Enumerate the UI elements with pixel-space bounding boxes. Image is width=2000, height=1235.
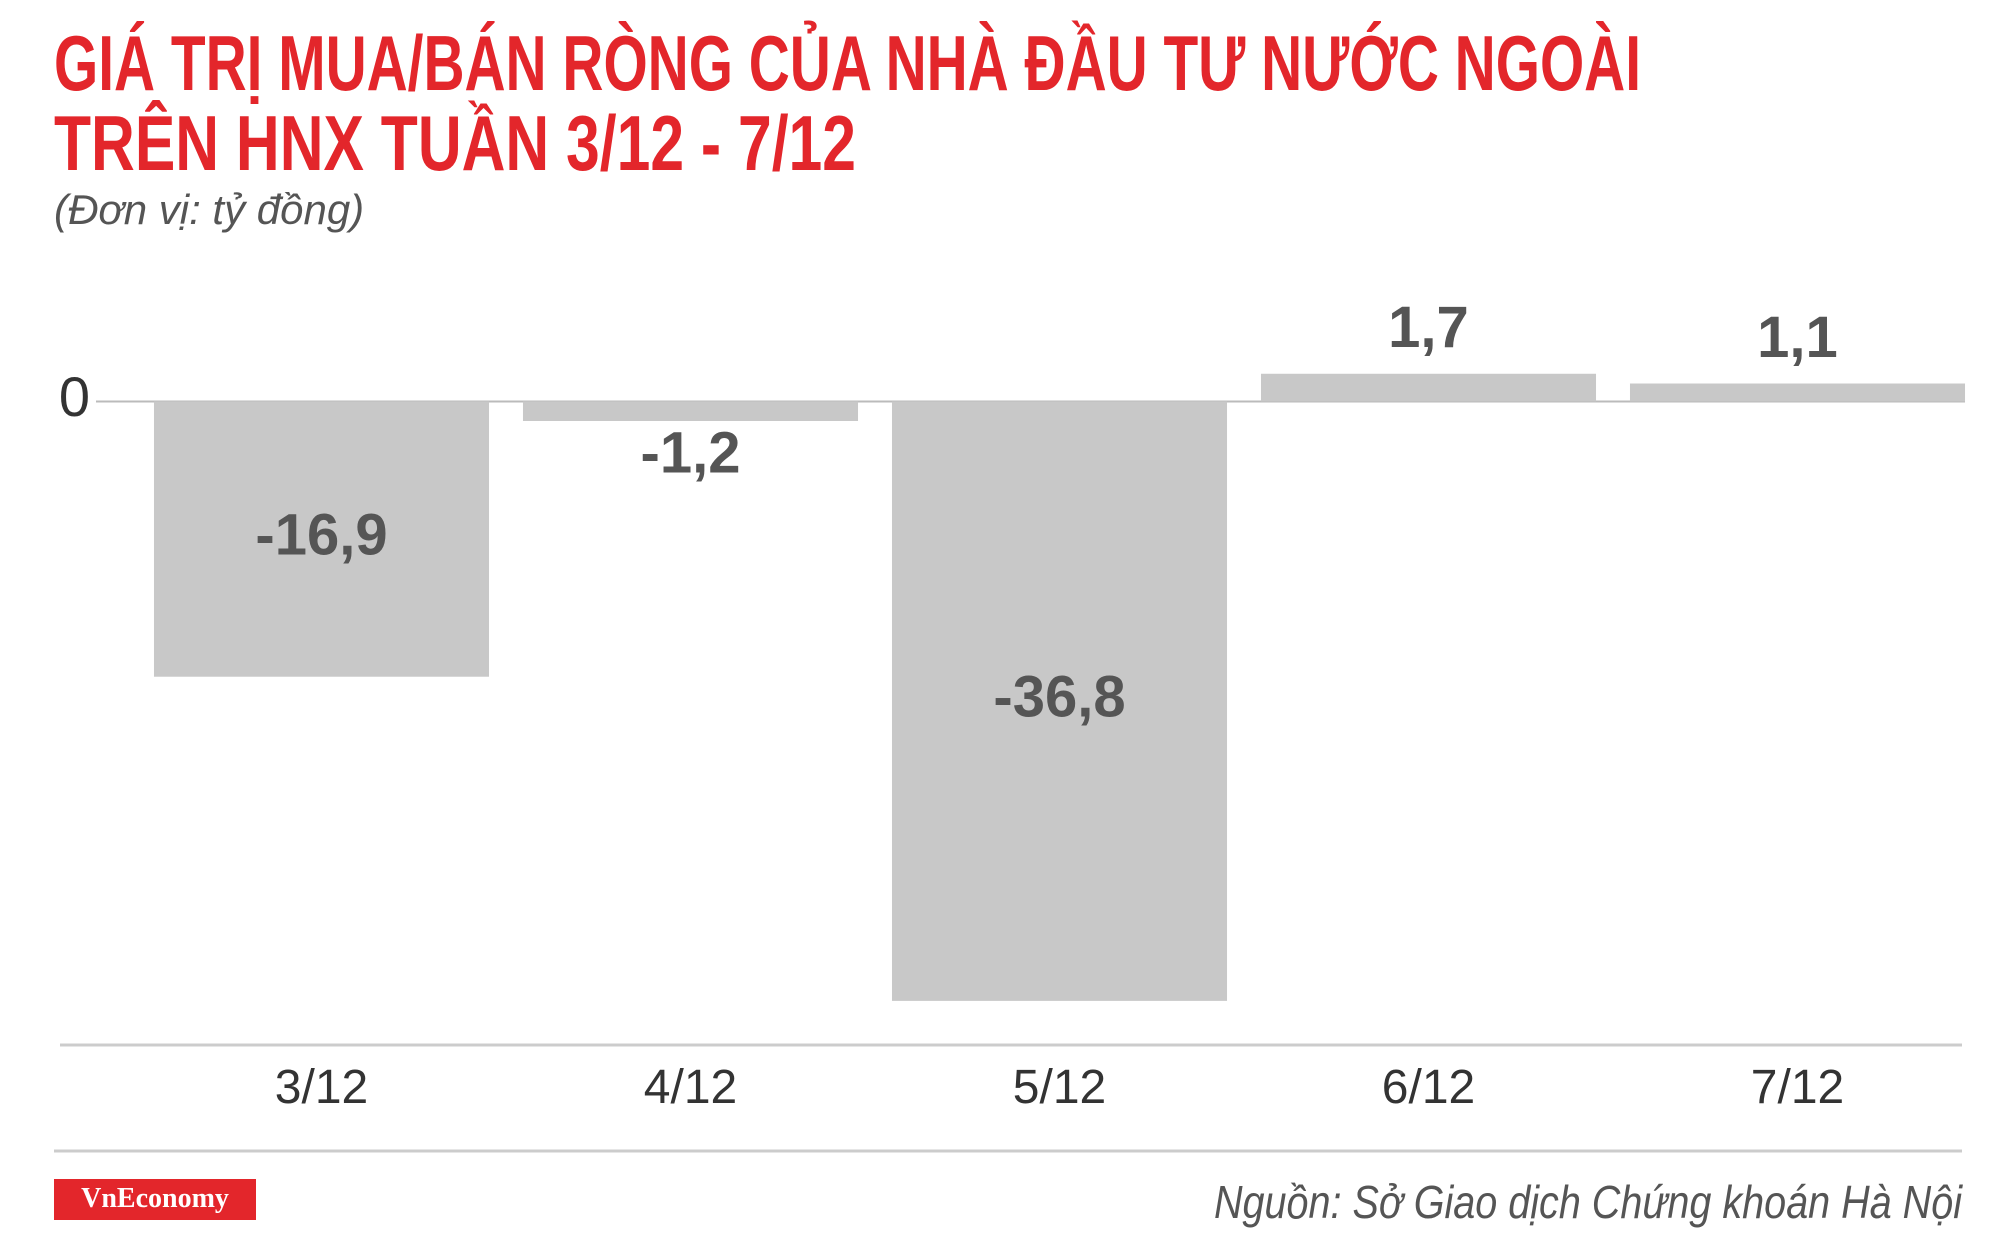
chart-title: TRÊN HNX TUẦN 3/12 - 7/12 xyxy=(54,99,856,187)
bar xyxy=(891,401,1228,1001)
x-tick-label: 7/12 xyxy=(1751,1061,1844,1114)
source: Nguồn: Sở Giao dịch Chứng khoán Hà Nội xyxy=(1214,1176,1964,1228)
value-label: 1,1 xyxy=(1757,305,1838,370)
value-label: -36,8 xyxy=(993,664,1125,729)
value-label: 1,7 xyxy=(1388,295,1469,360)
chart-subtitle: (Đơn vị: tỷ đồng) xyxy=(54,186,364,233)
chart-title: GIÁ TRỊ MUA/BÁN RÒNG CỦA NHÀ ĐẦU TƯ NƯỚC… xyxy=(54,19,1641,107)
bar xyxy=(153,401,490,677)
value-label: -1,2 xyxy=(641,420,741,485)
bar xyxy=(1629,383,1966,402)
x-tick-label: 6/12 xyxy=(1382,1061,1475,1114)
x-tick-label: 5/12 xyxy=(1013,1061,1106,1114)
y-tick-label: 0 xyxy=(59,365,90,428)
x-tick-label: 3/12 xyxy=(275,1061,368,1114)
value-label: -16,9 xyxy=(255,502,387,567)
bar xyxy=(1260,373,1597,402)
logo-box xyxy=(54,1179,256,1220)
bar xyxy=(522,401,859,421)
logo: VnEconomy xyxy=(81,1183,229,1214)
x-tick-label: 4/12 xyxy=(644,1061,737,1114)
